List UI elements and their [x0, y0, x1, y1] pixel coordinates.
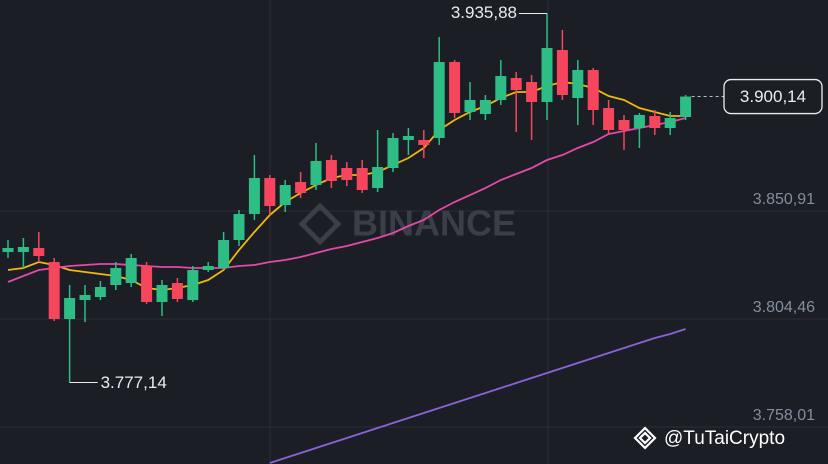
candle-body	[479, 100, 491, 115]
y-tick-label: 3.758,01	[753, 407, 815, 424]
grid: 3.758,01 3.804,46 3.850,91	[0, 191, 828, 428]
candle-body	[79, 295, 91, 301]
plot: 3.935,88 3.777,14 3.900,14	[2, 3, 823, 464]
y-tick-label: 3.850,91	[753, 191, 815, 208]
candle-body	[618, 119, 630, 130]
moving-average-line	[7, 117, 686, 283]
candle-body	[402, 135, 414, 140]
candle-body	[218, 239, 230, 269]
candle-body	[541, 47, 553, 103]
candle-body	[341, 168, 353, 181]
candle-body	[48, 262, 60, 320]
candle-body	[680, 96, 692, 117]
current-price-box	[723, 78, 823, 115]
candle-body	[495, 76, 507, 101]
candle-body	[356, 168, 368, 191]
credit: @TuTaiCrypto	[664, 428, 785, 449]
candle-body	[387, 137, 399, 169]
candle-body	[233, 214, 245, 240]
candle-body	[141, 266, 153, 303]
candle-body	[264, 178, 276, 207]
candle-body	[603, 108, 615, 130]
candle-body	[449, 62, 461, 114]
candle-body	[310, 161, 322, 186]
y-tick-label: 3.804,46	[753, 299, 815, 316]
low-label: 3.777,14	[101, 373, 167, 392]
candle-body	[2, 247, 14, 253]
candle-body	[156, 285, 168, 303]
candle-body	[125, 258, 137, 284]
candle-body	[33, 247, 45, 257]
candle-body	[94, 287, 106, 298]
candle-body	[510, 78, 522, 91]
high-label: 3.935,88	[451, 3, 517, 22]
candle-body	[464, 100, 476, 113]
candle-body	[202, 266, 214, 271]
current-price-label: 3.900,14	[740, 87, 806, 106]
candle-body	[587, 70, 599, 111]
candle-body	[279, 185, 291, 206]
candle-body	[64, 298, 76, 320]
candle-body	[248, 178, 260, 215]
credit-logo	[633, 426, 657, 450]
candle-body	[572, 70, 584, 99]
candle-body	[187, 270, 199, 301]
candle-body	[325, 160, 337, 182]
candle-body	[526, 82, 538, 103]
candle-body	[17, 246, 29, 253]
candle-body	[372, 167, 384, 189]
moving-average-line	[269, 328, 686, 464]
candle-body	[418, 139, 430, 145]
candle-body	[295, 182, 307, 194]
candle-body	[556, 50, 568, 96]
candle-body	[649, 116, 661, 128]
candle-body	[433, 62, 445, 138]
candle-body	[633, 115, 645, 128]
candle-body	[171, 283, 183, 300]
watermark-logo	[298, 202, 342, 246]
candle-body	[110, 268, 122, 286]
candle-body	[664, 117, 676, 128]
